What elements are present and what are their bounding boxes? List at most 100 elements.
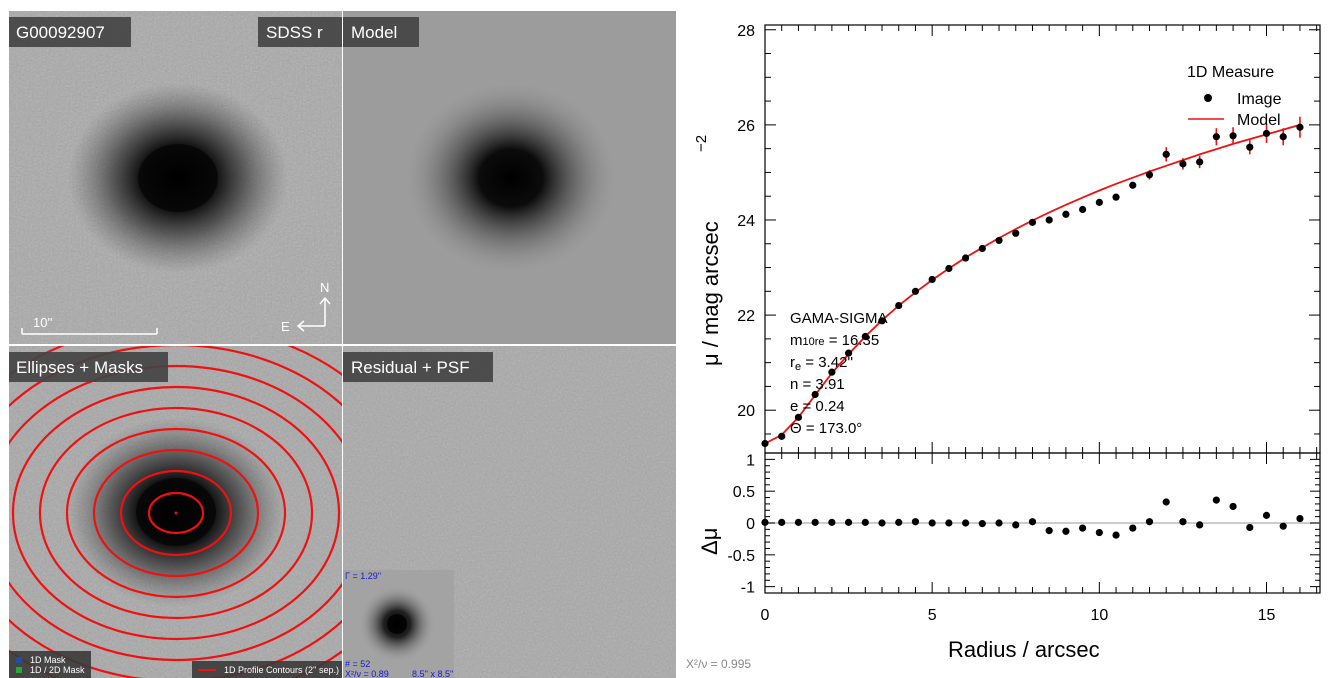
image-data-point [1145,171,1154,179]
image-data-point [1028,218,1037,226]
position-angle-param: Θ = 173.0° [790,420,862,437]
profile-contours [9,346,342,678]
scale-bar-label: 10'' [33,315,52,330]
profile-ytick-label: 24 [737,213,755,230]
image-data-point [878,317,886,325]
legend-title: 1D Measure [1187,64,1274,81]
image-panel-ellipses [9,346,342,678]
residual-data-point [1296,514,1304,523]
image-data-point [1012,229,1020,237]
residual-data-point [995,519,1003,527]
residual-data-point [1262,511,1271,519]
profile-ylabel-exponent: −2 [693,135,710,152]
legend-image-marker [1204,94,1212,102]
residual-data-point [1012,521,1020,529]
residual-data-point [778,518,786,526]
residual-ytick-label: -1 [741,580,755,597]
band-label: SDSS r [266,23,323,42]
profile-ytick-label: 26 [737,118,755,135]
panel-label-ellipses: Ellipses + Masks [9,352,168,382]
residual-data-point [844,518,853,526]
legend-image-label: Image [1237,91,1282,108]
image-data-point [778,432,786,440]
residual-data-point [1112,531,1120,539]
residual-data-point [1229,502,1237,511]
residual-data-point [1162,498,1170,506]
psf-chi-label: X²/ν = 0.89 [345,669,389,678]
mask-legend: 1D Mask 1D / 2D Mask [9,651,91,678]
residual-label: Residual + PSF [351,358,470,377]
image-data-point [911,287,920,295]
contour-legend: 1D Profile Contours (2'' sep.) [192,661,342,678]
image-data-point [1229,132,1237,140]
psf-inset-text: Γ = 1.29'' # = 52 X²/ν = 0.89 8.5'' x 8.… [345,571,454,678]
image-data-point [978,244,986,253]
mask-2d-label: 1D / 2D Mask [30,665,85,675]
image-data-point [1129,181,1137,189]
residual-data-point [1279,522,1287,530]
profile-ytick-label: 22 [737,308,755,325]
image-data-point [1212,133,1220,141]
mask-2d-swatch [16,667,22,673]
scale-bar: 10'' [21,315,158,335]
image-panel-residual [343,346,676,678]
profile-ytick-label: 28 [737,23,755,40]
survey-label: GAMA-SIGMA [790,310,888,327]
image-data-point [1279,133,1287,141]
residual-ytick-label: 0 [746,516,755,533]
mask-1d-label: 1D Mask [30,655,66,665]
residual-data-point [828,518,836,526]
residual-ytick-label: 0.5 [733,484,755,501]
compass-east-label: E [281,319,290,334]
residual-data-point [1079,524,1087,532]
residual-data-point [1145,518,1154,526]
residual-xtick-label: 5 [928,607,937,624]
panel-label-image: G00092907 [9,17,131,47]
image-data-point [1062,210,1070,218]
image-data-point [1095,198,1103,206]
residual-data-point [1095,528,1103,537]
model-curve [764,124,1301,445]
profile-y-axis-title: μ / mag arcsec −2 [693,135,723,366]
fit-parameters: GAMA-SIGMA m10re = 16.35 re = 3.42'' n =… [790,310,888,437]
magnitude-param: m10re = 16.35 [790,332,879,349]
psf-gamma-label: Γ = 1.29'' [345,571,381,581]
residual-data-point [1028,518,1037,526]
model-label: Model [351,23,397,42]
residual-xtick-label: 15 [1258,607,1276,624]
image-panel-data [9,11,342,344]
residual-data-point [761,518,769,526]
image-data-point [1262,129,1271,138]
legend-model-label: Model [1237,112,1281,129]
image-data-point [962,254,970,262]
psf-size-label: 8.5'' x 8.5'' [412,669,454,678]
image-data-point [1162,150,1170,158]
image-data-point [995,236,1003,245]
global-chi2-label: X²/ν = 0.995 [686,657,751,671]
residual-data-point [1129,524,1137,532]
image-data-point [761,439,769,448]
image-data-point [1196,158,1204,166]
image-data-point [828,368,836,376]
surface-brightness-chart: 20 22 24 26 28 μ / mag arcsec −2 1D Measure … [693,23,1321,454]
profile-ylabel: μ / mag arcsec [698,221,723,366]
residual-ytick-label: -0.5 [727,548,755,565]
profile-plot-frame [764,24,1321,454]
residual-data-point [962,519,970,527]
residual-data-point [861,518,869,526]
residual-data-point [911,518,920,526]
image-data-point [861,332,869,341]
residual-data-point [878,519,886,527]
image-panel-model [343,11,676,344]
residual-ylabel: Δμ [697,528,722,555]
image-data-point [1112,193,1120,201]
profile-legend: 1D Measure Image Model [1187,64,1282,129]
residual-data-point [1062,527,1070,535]
sersic-index-param: n = 3.91 [790,376,845,393]
panel-label-residual: Residual + PSF [343,352,493,382]
compass-icon: N E [281,280,331,334]
residual-data-point [928,519,936,527]
profile-ytick-label: 20 [737,403,755,420]
mask-1d-swatch [16,657,22,663]
